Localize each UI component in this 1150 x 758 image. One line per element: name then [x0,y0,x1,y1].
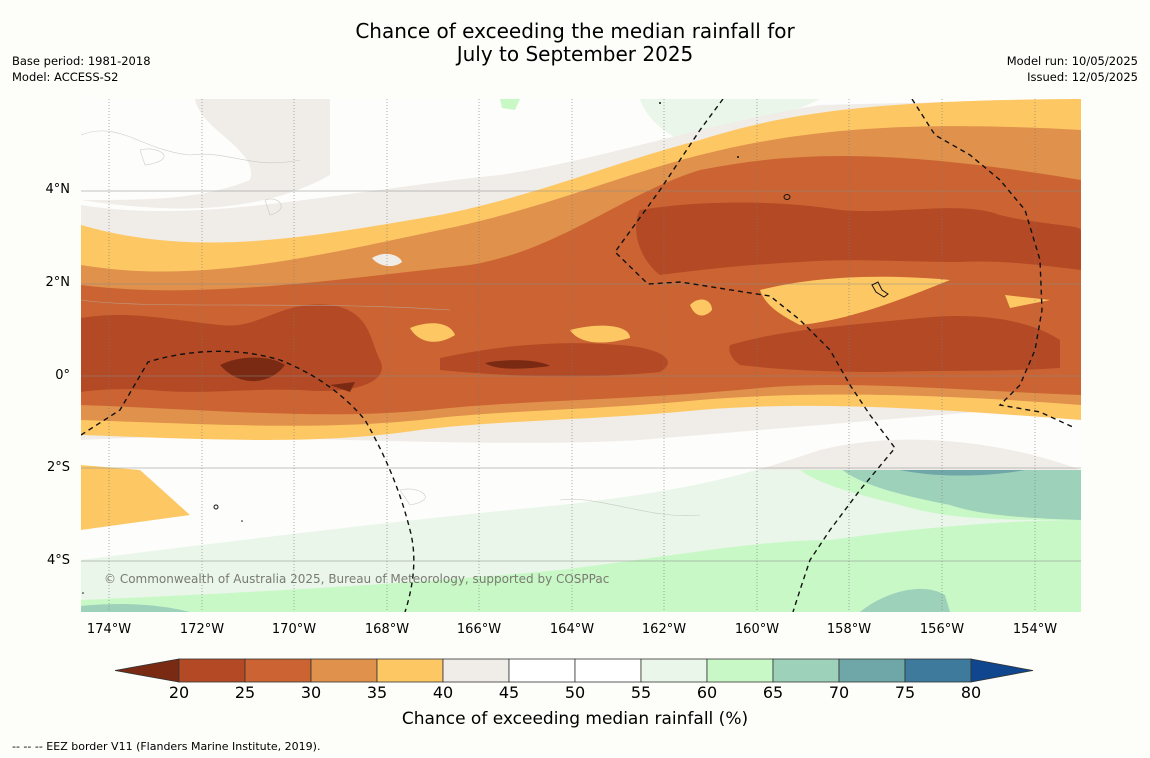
lon-label-170w: 170°W [271,622,317,637]
lat-label-equator: 0° [55,368,70,383]
lat-label-2s: 2°S [46,460,70,475]
colorbar-segment [178,658,246,683]
map-title: Chance of exceeding the median rainfall … [0,20,1150,66]
colorbar-extend-low [114,658,180,683]
colorbar-tick-label: 65 [762,683,784,702]
colorbar-extend-high [970,658,1034,683]
title-line-2: July to September 2025 [456,42,694,66]
model-name: Model: ACCESS-S2 [12,69,119,84]
lon-label-168w: 168°W [364,622,410,637]
lat-label-2n: 2°N [45,275,71,290]
colorbar-tick-label: 45 [498,683,520,702]
colorbar-segment [310,658,378,683]
colorbar-tick-label: 75 [894,683,916,702]
run-info: Model run: 10/05/2025 Issued: 12/05/2025 [1007,54,1138,85]
title-line-1: Chance of exceeding the median rainfall … [355,19,795,43]
lon-label-160w: 160°W [734,622,780,637]
colorbar-tick-label: 35 [366,683,388,702]
graticule [81,190,1081,562]
model-run-date: Model run: 10/05/2025 [1006,54,1138,68]
island-marker [871,281,889,298]
colorbar-segment [574,658,642,683]
lon-label-154w: 154°W [1012,622,1058,637]
island-marker [783,194,791,200]
colorbar-segment [442,658,510,683]
lon-label-166w: 166°W [456,622,502,637]
lon-label-172w: 172°W [179,622,225,637]
island-marker [213,504,219,510]
colorbar-segment [640,658,708,683]
eez-border [81,99,1076,612]
colorbar-tick-label: 80 [960,683,982,702]
colorbar-tick-label: 55 [630,683,652,702]
lon-label-162w: 162°W [641,622,687,637]
colorbar-tick-label: 40 [432,683,454,702]
base-info: Base period: 1981-2018 Model: ACCESS-S2 [12,54,151,85]
lon-label-164w: 164°W [549,622,595,637]
map-contours [81,99,1081,612]
lon-label-174w: 174°W [86,622,132,637]
colorbar-tick-label: 50 [564,683,586,702]
copyright-notice: © Commonwealth of Australia 2025, Bureau… [104,572,610,586]
lon-label-158w: 158°W [826,622,872,637]
issued-date: Issued: 12/05/2025 [1027,69,1138,84]
base-period: Base period: 1981-2018 [12,54,151,68]
lat-label-4n: 4°N [45,182,71,197]
colorbar-label: Chance of exceeding median rainfall (%) [401,709,749,729]
colorbar-segment [904,658,972,683]
colorbar-segment [376,658,444,683]
lat-label-4s: 4°S [46,553,70,568]
colorbar-tick-label: 70 [828,683,850,702]
colorbar-segment [244,658,312,683]
colorbar-tick-label: 60 [696,683,718,702]
colorbar-tick-label: 20 [168,683,190,702]
lon-label-156w: 156°W [919,622,965,637]
colorbar-segment [706,658,774,683]
colorbar-tick-label: 30 [300,683,322,702]
colorbar-tick-label: 25 [234,683,256,702]
eez-legend-note: -- -- -- EEZ border V11 (Flanders Marine… [12,740,321,753]
colorbar-segment [838,658,906,683]
colorbar-segment [508,658,576,683]
colorbar-segment [772,658,840,683]
